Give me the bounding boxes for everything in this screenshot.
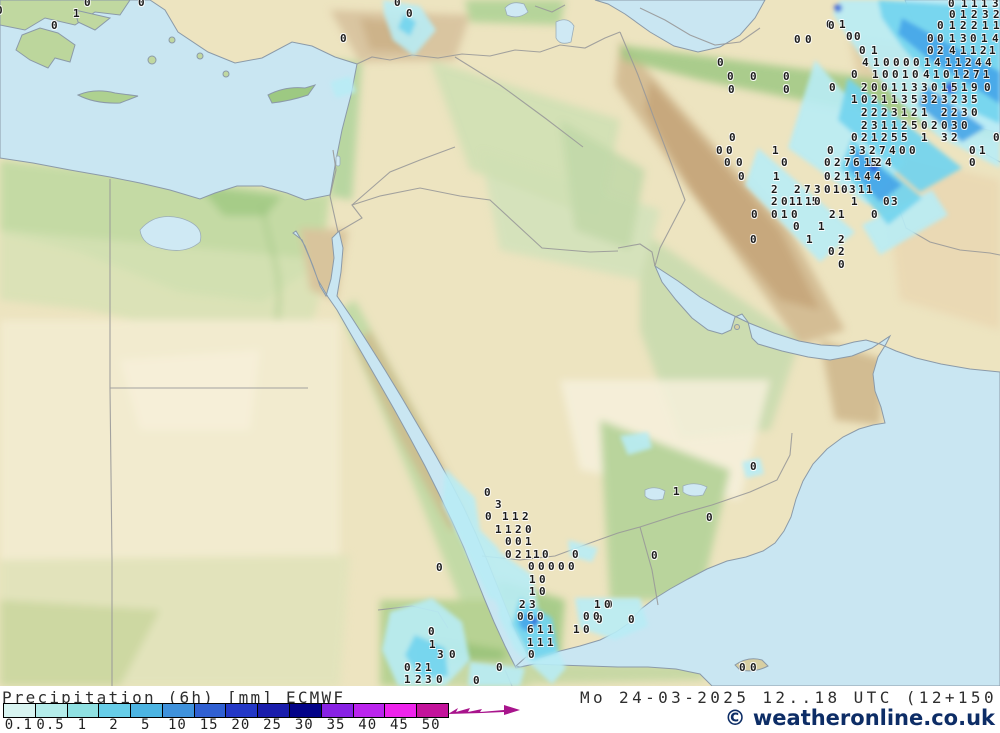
oman-salt-flat-2 — [682, 483, 708, 497]
scale-segment — [67, 704, 100, 717]
scale-segment — [99, 704, 132, 717]
dead-sea — [335, 155, 341, 167]
scale-segment — [417, 704, 448, 717]
socotra-island — [734, 658, 769, 672]
scale-arrow-icon — [448, 705, 520, 715]
map-svg — [0, 0, 1000, 686]
scale-segment — [258, 704, 291, 717]
mediterranean-sea — [0, 0, 358, 201]
scale-label: 5 — [140, 717, 151, 733]
legend-title: Precipitation (6h) [mm] ECMWF — [2, 688, 346, 707]
aegean-island-1 — [168, 36, 176, 44]
scale-segment — [290, 704, 322, 717]
lake-van — [504, 2, 529, 18]
scale-segment — [353, 704, 386, 717]
legend-bar: Precipitation (6h) [mm] ECMWF 0.1 0.5 1 2 5 1… — [0, 686, 1000, 733]
rhodes-island — [147, 55, 157, 65]
scale-segment — [226, 704, 259, 717]
cyprus-island — [267, 84, 317, 104]
qattara-depression — [139, 216, 202, 251]
scale-label: 1 — [77, 717, 87, 733]
attica — [74, 9, 112, 31]
scale-label: 50 — [421, 717, 441, 733]
scale-segment — [194, 704, 227, 717]
oman-salt-flat-1 — [644, 487, 666, 501]
scale-segment — [162, 704, 195, 717]
color-scale-bar — [3, 703, 449, 718]
scale-segment — [35, 704, 68, 717]
scale-label: 25 — [263, 717, 282, 733]
peloponnese — [15, 27, 76, 69]
islands — [0, 0, 769, 672]
aegean-island-2 — [196, 52, 204, 60]
lakes — [139, 2, 708, 501]
arabian-sea-persian-gulf — [514, 264, 1000, 686]
scale-label: 20 — [231, 717, 251, 733]
greece-mainland — [0, 0, 131, 31]
scale-segment — [4, 704, 36, 717]
scale-label: 15 — [199, 717, 219, 733]
scale-label: 40 — [358, 717, 378, 733]
scale-label: 10 — [167, 717, 187, 733]
datetime-label: Mo 24-03-2025 12..18 UTC (12+150 — [579, 688, 997, 707]
caspian-sea-west — [594, 0, 766, 53]
scale-label: 0.5 — [36, 717, 65, 733]
copyright-label: © weatheronline.co.uk — [724, 706, 995, 730]
crete-island — [76, 90, 139, 104]
scale-segment — [385, 704, 418, 717]
weather-map-canvas: 0001000001000000000000111301232012211001… — [0, 0, 1000, 686]
scale-label: 35 — [326, 717, 346, 733]
scale-label: 0.1 — [4, 717, 33, 733]
scale-label: 2 — [109, 717, 119, 733]
aegean-island-3 — [222, 70, 230, 78]
bahrain-island — [734, 324, 740, 330]
lake-urmia — [555, 19, 575, 44]
scale-segment — [321, 704, 354, 717]
precipitation-shading — [330, 0, 1000, 686]
scale-segment — [131, 704, 163, 717]
scale-label: 45 — [389, 717, 409, 733]
scale-label: 30 — [294, 717, 314, 733]
scale-labels: 0.1 0.5 1 2 5 10 15 20 25 30 35 40 45 50 — [0, 717, 520, 733]
